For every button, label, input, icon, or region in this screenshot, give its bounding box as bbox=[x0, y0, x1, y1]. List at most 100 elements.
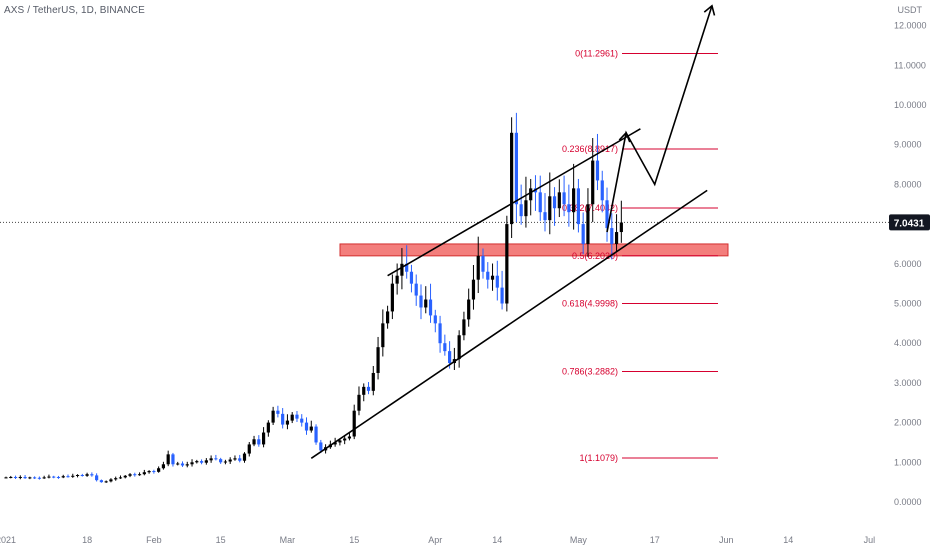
candle bbox=[371, 366, 375, 396]
projection-path[interactable] bbox=[606, 5, 713, 233]
x-tick-label: Feb bbox=[146, 535, 162, 545]
y-tick-label: 12.0000 bbox=[894, 21, 927, 31]
candle bbox=[18, 475, 22, 480]
candle bbox=[595, 133, 600, 191]
candle bbox=[9, 475, 13, 479]
candle bbox=[619, 200, 623, 243]
candle bbox=[252, 435, 256, 447]
candle bbox=[161, 461, 166, 470]
candle bbox=[71, 473, 75, 478]
candle bbox=[529, 178, 533, 216]
channel-lower-line[interactable] bbox=[310, 189, 708, 459]
arrow-head-mid bbox=[618, 131, 631, 143]
candle bbox=[157, 466, 161, 473]
candle bbox=[395, 263, 399, 295]
candle bbox=[495, 260, 499, 301]
y-tick-label: 10.0000 bbox=[894, 100, 927, 110]
candle bbox=[552, 187, 557, 226]
x-tick-label: Jul bbox=[864, 535, 876, 545]
candle bbox=[4, 476, 8, 479]
candle bbox=[109, 478, 113, 483]
candle bbox=[137, 472, 142, 476]
candle bbox=[42, 475, 46, 479]
candle bbox=[152, 469, 156, 474]
candle bbox=[195, 459, 199, 464]
fib-label: 0.382(7.4042) bbox=[562, 203, 618, 213]
fib-label: 0.618(4.9998) bbox=[562, 299, 618, 309]
candle bbox=[247, 442, 251, 457]
candle bbox=[614, 214, 619, 252]
candle bbox=[524, 176, 528, 228]
candle bbox=[147, 470, 151, 474]
candle bbox=[400, 248, 404, 290]
y-tick-label: 1.0000 bbox=[894, 457, 922, 467]
candle bbox=[118, 475, 123, 479]
x-tick-label: 15 bbox=[216, 535, 226, 545]
candle bbox=[304, 417, 309, 435]
candle bbox=[514, 112, 518, 223]
candle bbox=[242, 452, 247, 463]
candle bbox=[500, 270, 504, 310]
candle bbox=[180, 461, 185, 467]
candle bbox=[75, 474, 80, 478]
fib-label: 0.236(8.8917) bbox=[562, 144, 618, 154]
candle bbox=[214, 454, 218, 461]
candle bbox=[409, 264, 414, 293]
candle bbox=[290, 412, 294, 424]
candle bbox=[457, 330, 461, 368]
candle bbox=[295, 410, 299, 422]
candle bbox=[285, 414, 290, 430]
y-tick-label: 5.0000 bbox=[894, 299, 922, 309]
candle bbox=[486, 262, 490, 289]
channel-upper-line[interactable] bbox=[387, 128, 641, 277]
y-tick-label: 8.0000 bbox=[894, 179, 922, 189]
last-price-tag: 7.0431 bbox=[889, 214, 930, 231]
candle bbox=[261, 427, 266, 448]
fib-label: 0.786(3.2882) bbox=[562, 366, 618, 376]
candle bbox=[548, 172, 552, 235]
candle bbox=[557, 179, 561, 218]
candle bbox=[90, 472, 94, 477]
candle bbox=[366, 382, 371, 395]
candle bbox=[471, 265, 476, 310]
candle bbox=[95, 473, 99, 482]
y-tick-label: 0.0000 bbox=[894, 497, 922, 507]
candle bbox=[276, 405, 280, 418]
candle bbox=[352, 404, 356, 440]
arrow-head-top bbox=[703, 4, 716, 16]
candle bbox=[209, 455, 213, 463]
candle bbox=[576, 178, 580, 233]
candle bbox=[114, 476, 118, 481]
candle bbox=[562, 175, 566, 217]
candle bbox=[347, 432, 352, 441]
symbol-title[interactable]: AXS / TetherUS, 1D, BINANCE bbox=[4, 5, 145, 16]
candle bbox=[538, 175, 542, 221]
candle bbox=[386, 305, 390, 329]
price-tag-bg bbox=[889, 214, 930, 231]
candle bbox=[80, 473, 84, 477]
candle bbox=[204, 458, 208, 465]
candle bbox=[610, 213, 614, 260]
candle bbox=[600, 170, 604, 213]
x-tick-label: Apr bbox=[428, 535, 442, 545]
fib-label: 0.5(6.2020) bbox=[572, 251, 618, 261]
candle bbox=[128, 473, 132, 478]
candle bbox=[519, 184, 523, 225]
candle bbox=[13, 475, 18, 479]
support-zone-rect[interactable] bbox=[339, 243, 729, 257]
candle bbox=[605, 187, 609, 242]
candle bbox=[586, 188, 590, 257]
x-tick-label: 14 bbox=[783, 535, 793, 545]
x-tick-label: Jun bbox=[719, 535, 734, 545]
candle bbox=[28, 476, 32, 480]
candle bbox=[37, 476, 41, 480]
y-tick-label: 2.0000 bbox=[894, 418, 922, 428]
candle bbox=[476, 236, 480, 294]
x-tick-label: May bbox=[570, 535, 588, 545]
x-axis: 2021 18 Feb 15 Mar 15 Apr 14 May 17 Jun 14 Jul bbox=[0, 535, 875, 545]
candle bbox=[309, 420, 313, 433]
candle bbox=[190, 459, 194, 467]
candle bbox=[176, 461, 180, 466]
candle bbox=[47, 474, 51, 479]
